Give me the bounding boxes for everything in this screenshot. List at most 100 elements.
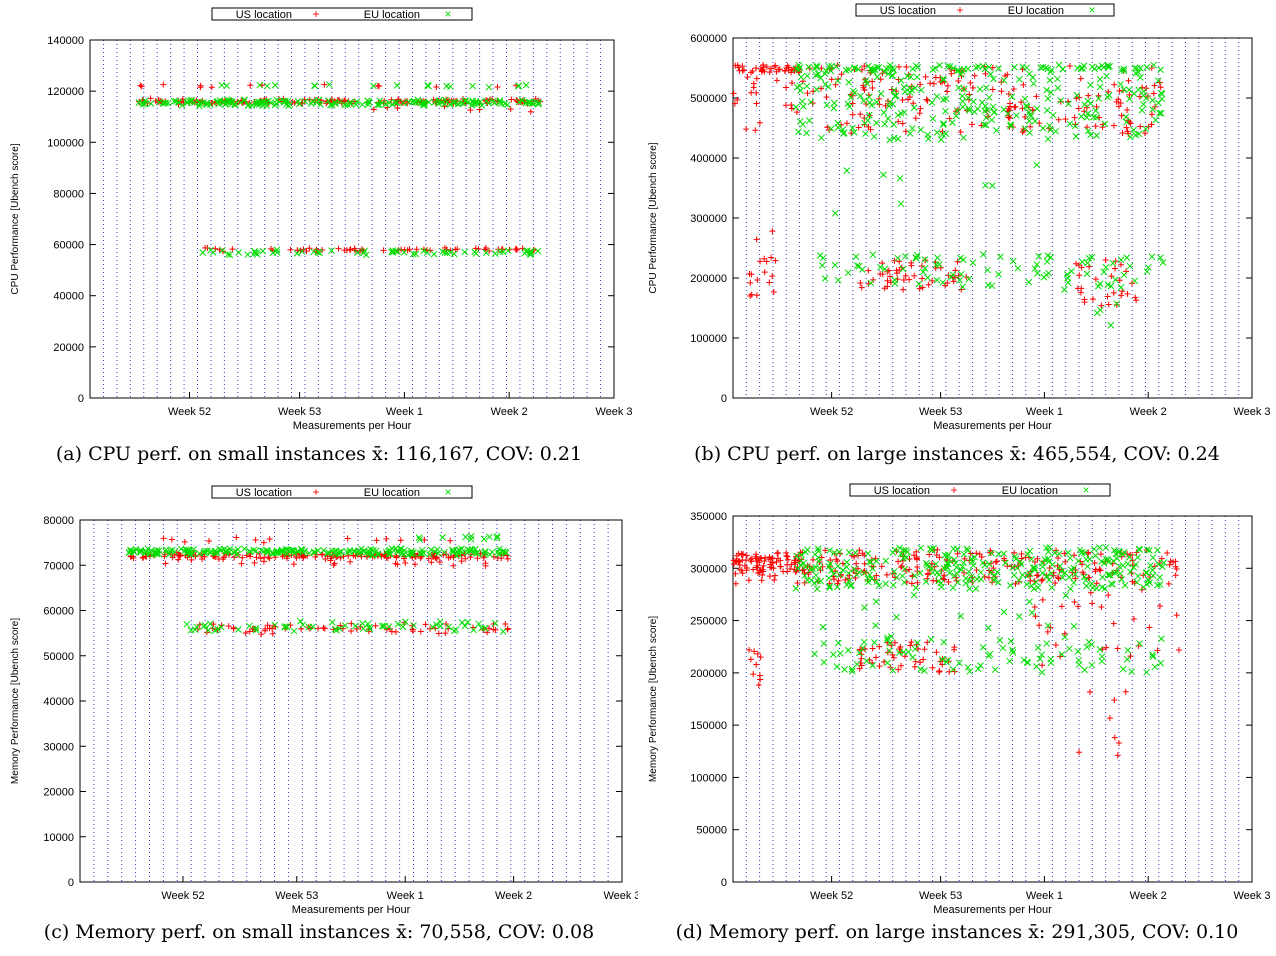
data-point (290, 561, 297, 568)
data-point (1099, 573, 1106, 581)
data-point (416, 549, 424, 557)
data-point (327, 101, 334, 109)
data-point (480, 554, 487, 561)
data-point (1054, 75, 1061, 83)
data-point (423, 249, 431, 256)
data-point (995, 270, 1002, 278)
data-point (343, 548, 351, 556)
data-point (772, 257, 779, 264)
data-point (161, 99, 169, 107)
data-point (436, 558, 443, 565)
legend-us-marker: + (950, 483, 957, 497)
data-point (959, 103, 967, 111)
data-point (932, 74, 939, 81)
data-point (814, 545, 822, 553)
data-point (853, 660, 861, 668)
data-point (197, 84, 204, 91)
y-tick-label: 20000 (43, 787, 74, 799)
data-point (162, 548, 170, 556)
data-point (855, 124, 862, 131)
data-point (352, 622, 359, 630)
data-point (826, 584, 833, 592)
data-point (804, 546, 811, 554)
data-point (350, 548, 358, 556)
data-point (865, 111, 873, 119)
data-point (835, 639, 842, 647)
data-point (906, 130, 914, 137)
data-point (1112, 568, 1120, 576)
data-point (863, 657, 871, 665)
data-point (925, 281, 932, 288)
data-point (385, 623, 393, 630)
data-point (352, 101, 360, 108)
data-point (153, 550, 161, 558)
data-point (142, 97, 149, 104)
data-point (1125, 553, 1133, 561)
y-tick-label: 60000 (43, 606, 74, 618)
data-point (900, 277, 907, 284)
data-point (944, 62, 952, 70)
data-point (827, 556, 834, 563)
data-point (1055, 575, 1062, 582)
data-point (828, 76, 835, 83)
x-axis-label: Measurements per Hour (933, 420, 1052, 432)
data-point (300, 554, 307, 561)
data-point (753, 100, 760, 107)
data-point (1071, 114, 1078, 121)
data-point (1042, 544, 1050, 552)
data-point (896, 544, 904, 552)
data-point (1019, 129, 1026, 136)
data-point (314, 248, 322, 256)
data-point (165, 550, 173, 558)
data-point (499, 628, 507, 635)
data-point (499, 248, 507, 256)
data-point (836, 571, 844, 579)
data-point (482, 562, 489, 569)
data-point (1044, 95, 1052, 102)
data-point (784, 561, 791, 568)
data-point (1085, 92, 1092, 99)
data-point (919, 284, 926, 291)
data-point (1023, 102, 1030, 110)
data-point (243, 552, 250, 559)
data-point (1129, 578, 1136, 585)
data-point (1093, 103, 1100, 110)
data-point (388, 101, 396, 108)
data-point (913, 639, 921, 646)
data-point (430, 250, 438, 258)
data-point (1154, 647, 1161, 654)
data-point (257, 547, 265, 554)
data-point (849, 552, 856, 559)
data-point (1124, 560, 1132, 568)
legend-eu-label: EU location (1008, 5, 1064, 17)
data-point (1061, 630, 1068, 637)
data-point (1025, 109, 1033, 116)
data-point (944, 82, 951, 89)
data-point (473, 548, 481, 556)
data-point (972, 585, 980, 592)
data-point (849, 100, 856, 107)
data-point (859, 66, 866, 73)
data-point (252, 626, 260, 634)
data-point (392, 628, 399, 635)
data-point (1005, 105, 1012, 112)
data-point (1157, 254, 1164, 262)
data-point (849, 111, 856, 118)
data-point (269, 630, 276, 637)
data-point (921, 646, 928, 653)
data-point (869, 85, 876, 92)
data-point (792, 103, 800, 111)
data-point (273, 246, 281, 254)
chart-panel-c: 0 10000 20000 30000 40000 50000 60000 70000 8000… (0, 478, 638, 956)
y-tick-label: 80000 (53, 188, 84, 200)
data-point (1073, 91, 1081, 99)
data-point (895, 558, 902, 565)
data-point (1046, 76, 1054, 84)
data-point (269, 249, 277, 257)
data-point (298, 545, 305, 553)
data-point (954, 550, 961, 557)
data-point (320, 624, 327, 631)
data-point (1042, 64, 1050, 72)
y-tick-label: 10000 (43, 832, 74, 844)
data-point (797, 557, 805, 564)
